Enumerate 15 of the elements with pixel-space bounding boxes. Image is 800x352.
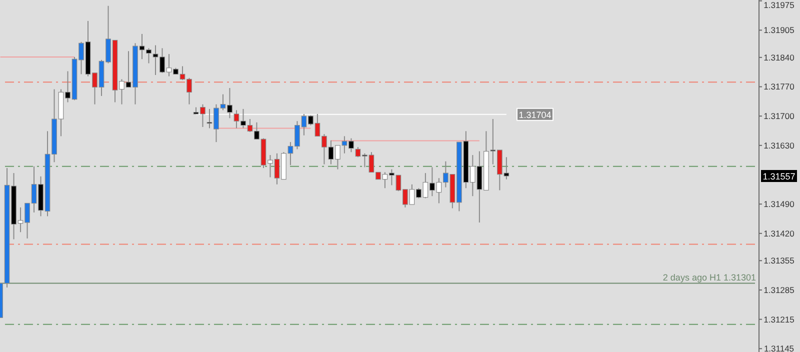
y-tick-label: 1.31975 xyxy=(764,0,795,10)
y-tick-label: 1.31490 xyxy=(764,199,795,210)
y-tick-label: 1.31700 xyxy=(764,111,795,122)
y-tick-label: 1.31215 xyxy=(764,314,795,324)
y-tick-label: 1.31840 xyxy=(764,52,795,62)
y-tick-label: 1.31770 xyxy=(764,82,795,92)
annotation: 1.31704 xyxy=(518,110,552,120)
y-tick-label: 1.31420 xyxy=(764,228,795,238)
y-tick-label: 1.31145 xyxy=(764,344,794,352)
y-tick-label: 1.31630 xyxy=(764,140,795,150)
y-tick-label: 1.31905 xyxy=(764,25,795,36)
text: 1.31557 xyxy=(762,172,796,182)
y-tick-label: 1.31285 xyxy=(764,284,795,295)
y-tick-label: 1.31355 xyxy=(764,256,795,266)
ref-line-label: 2 days ago H1 1.31301 xyxy=(662,272,756,282)
